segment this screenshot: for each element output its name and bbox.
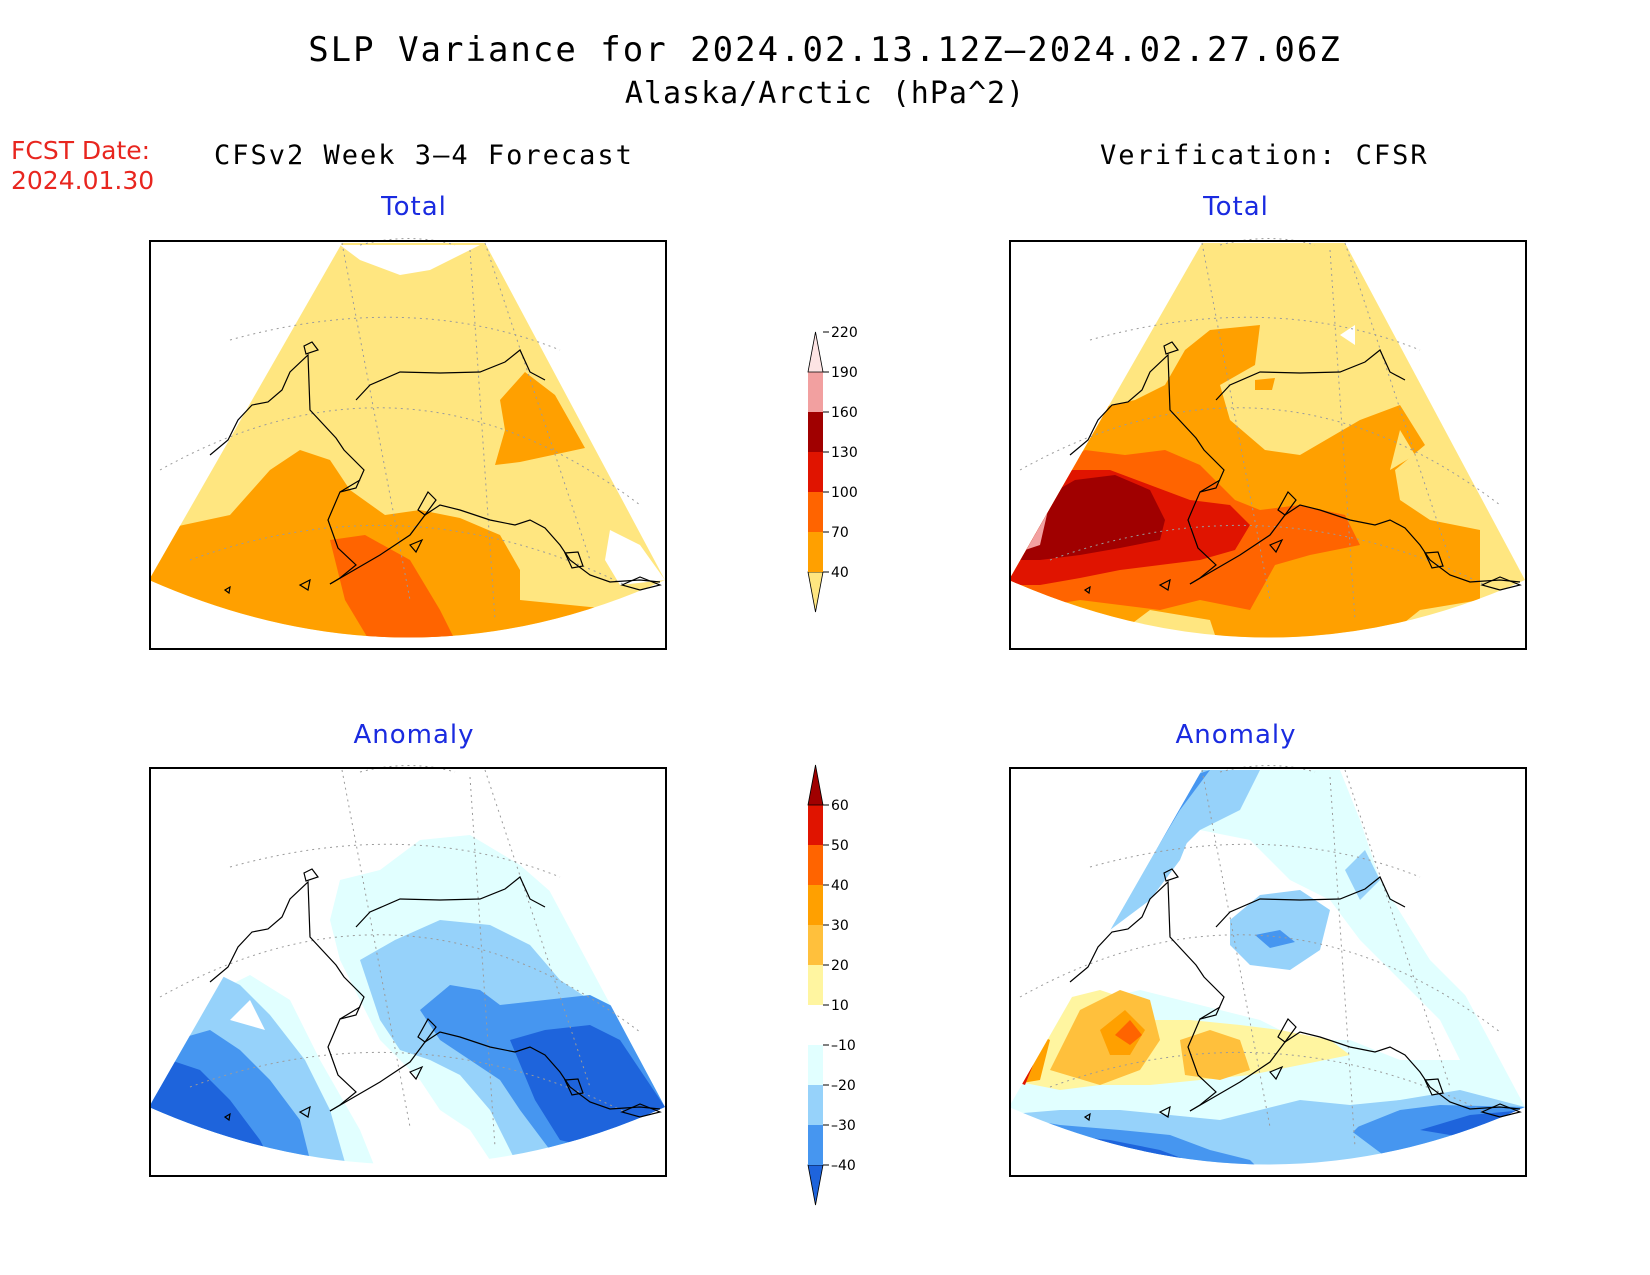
forecast-anomaly-map <box>149 765 667 1177</box>
verification-anomaly-map <box>1009 765 1527 1177</box>
total-colorbar-tick-label: 160 <box>831 405 858 421</box>
total-colorbar: 40 70 100 130 160 190 220 <box>807 325 858 613</box>
total-colorbar-cap-high <box>807 331 824 373</box>
verification-anomaly-title: Anomaly <box>1175 720 1297 750</box>
total-colorbar-tick-label: 70 <box>831 525 849 541</box>
anomaly-colorbar-tick-label: –30 <box>831 1118 856 1134</box>
figure-subtitle: Alaska/Arctic (hPa^2) <box>624 76 1026 111</box>
fcst-date-label: FCST Date: <box>11 136 151 165</box>
anomaly-colorbar-swatch <box>808 1045 823 1085</box>
anomaly-colorbar-swatch <box>808 1125 823 1165</box>
forecast-anomaly-title: Anomaly <box>353 720 475 750</box>
anomaly-colorbar-tick-label: 50 <box>831 838 849 854</box>
anomaly-colorbar-tick-label: 10 <box>831 998 849 1014</box>
total-colorbar-swatch <box>808 532 823 572</box>
anomaly-colorbar-tick-label: 20 <box>831 958 849 974</box>
anomaly-colorbar-swatch <box>808 885 823 925</box>
anomaly-colorbar-swatch <box>808 1005 823 1045</box>
anomaly-colorbar: –40 –30 –20 –10 10 20 30 40 50 60 <box>807 764 856 1206</box>
forecast-total-title: Total <box>381 192 447 222</box>
total-colorbar-swatch <box>808 372 823 412</box>
fcst-date-value: 2024.01.30 <box>11 166 155 195</box>
verification-total-title: Total <box>1203 192 1269 222</box>
total-colorbar-swatch <box>808 412 823 452</box>
total-colorbar-tick-label: 220 <box>831 325 858 341</box>
anomaly-colorbar-cap-low <box>807 1164 824 1206</box>
anomaly-colorbar-tick-label: –20 <box>831 1078 856 1094</box>
anomaly-colorbar-swatch <box>808 845 823 885</box>
anomaly-colorbar-cap-high <box>807 764 824 806</box>
forecast-total-map <box>149 238 667 650</box>
anomaly-colorbar-tick-label: 40 <box>831 878 849 894</box>
anomaly-colorbar-tick-label: 30 <box>831 918 849 934</box>
anomaly-colorbar-swatch <box>808 805 823 845</box>
total-colorbar-tick-label: 130 <box>831 445 858 461</box>
anomaly-colorbar-swatch <box>808 965 823 1005</box>
anomaly-colorbar-tick-label: –10 <box>831 1038 856 1054</box>
total-colorbar-cap-low <box>807 571 824 613</box>
total-colorbar-swatch <box>808 452 823 492</box>
anomaly-colorbar-swatch <box>808 1085 823 1125</box>
verification-column-heading: Verification: CFSR <box>1100 140 1429 171</box>
total-colorbar-tick-label: 190 <box>831 365 858 381</box>
total-colorbar-swatch <box>808 492 823 532</box>
anomaly-colorbar-tick-label: 60 <box>831 798 849 814</box>
total-colorbar-tick-label: 100 <box>831 485 858 501</box>
forecast-column-heading: CFSv2 Week 3–4 Forecast <box>214 140 634 171</box>
anomaly-colorbar-tick-label: –40 <box>831 1158 856 1174</box>
anomaly-colorbar-swatch <box>808 925 823 965</box>
verification-total-map <box>1009 238 1527 650</box>
figure-title: SLP Variance for 2024.02.13.12Z–2024.02.… <box>308 30 1342 70</box>
total-colorbar-tick-label: 40 <box>831 565 849 581</box>
